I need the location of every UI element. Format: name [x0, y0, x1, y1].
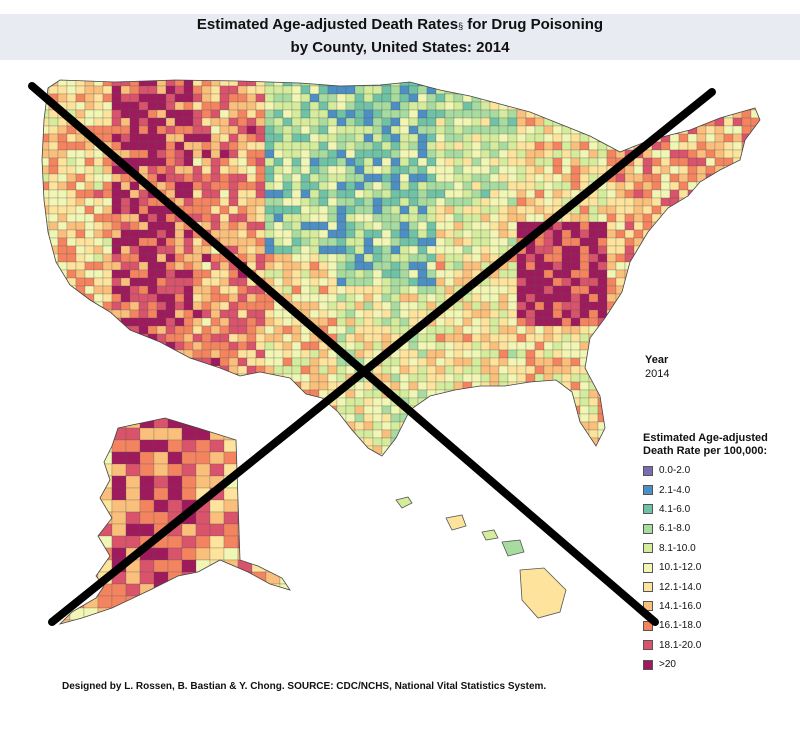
- legend-item: 4.1-6.0: [643, 500, 793, 519]
- legend-swatch: [643, 523, 653, 534]
- legend-label: 8.1-10.0: [659, 542, 696, 554]
- legend: Estimated Age-adjusted Death Rate per 10…: [643, 432, 793, 674]
- legend-item: 10.1-12.0: [643, 558, 793, 577]
- legend-item: 8.1-10.0: [643, 539, 793, 558]
- legend-item: 16.1-18.0: [643, 616, 793, 635]
- legend-swatch: [643, 504, 653, 515]
- title-banner: Estimated Age-adjusted Death Rates§ for …: [0, 14, 800, 60]
- year-caption: Year: [645, 354, 669, 366]
- county-mosaic: [60, 418, 290, 624]
- legend-item: 18.1-20.0: [643, 636, 793, 655]
- legend-label: 2.1-4.0: [659, 484, 691, 496]
- legend-swatch: [643, 601, 653, 612]
- legend-label: >20: [659, 659, 676, 671]
- legend-label: 6.1-8.0: [659, 523, 691, 535]
- legend-item: 0.0-2.0: [643, 461, 793, 480]
- legend-swatch: [643, 640, 653, 651]
- legend-item: 12.1-14.0: [643, 577, 793, 596]
- hawaii-island: [481, 529, 499, 541]
- legend-item: 2.1-4.0: [643, 480, 793, 499]
- legend-swatch: [643, 465, 653, 476]
- legend-item: >20: [643, 655, 793, 674]
- map-title-line-1: Estimated Age-adjusted Death Rates§ for …: [196, 16, 604, 33]
- source-credit: Designed by L. Rossen, B. Bastian & Y. C…: [62, 681, 547, 692]
- legend-label: 0.0-2.0: [659, 465, 691, 477]
- legend-label: 10.1-12.0: [659, 562, 702, 574]
- legend-label: 16.1-18.0: [659, 620, 702, 632]
- hawaii-island: [501, 539, 525, 557]
- legend-swatch: [643, 659, 653, 670]
- hawaii-island: [519, 567, 567, 619]
- legend-item: 6.1-8.0: [643, 519, 793, 538]
- county-mosaic: [42, 80, 760, 455]
- legend-swatch: [643, 582, 653, 593]
- year-label: Year 2014: [645, 353, 669, 381]
- hawaii-island: [395, 496, 413, 509]
- legend-items: 0.0-2.0 2.1-4.0 4.1-6.0 6.1-8.0 8.1-10.0 10.1…: [643, 461, 793, 674]
- legend-label: 12.1-14.0: [659, 581, 702, 593]
- hawaii-island: [445, 514, 467, 531]
- legend-swatch: [643, 543, 653, 554]
- legend-swatch: [643, 620, 653, 631]
- legend-label: 4.1-6.0: [659, 503, 691, 515]
- legend-label: 18.1-20.0: [659, 639, 702, 651]
- legend-label: 14.1-16.0: [659, 600, 702, 612]
- legend-swatch: [643, 485, 653, 496]
- map-title-line-2: by County, United States: 2014: [290, 39, 510, 56]
- legend-item: 14.1-16.0: [643, 597, 793, 616]
- year-value: 2014: [645, 368, 670, 380]
- legend-title: Estimated Age-adjusted Death Rate per 10…: [643, 432, 768, 457]
- legend-swatch: [643, 562, 653, 573]
